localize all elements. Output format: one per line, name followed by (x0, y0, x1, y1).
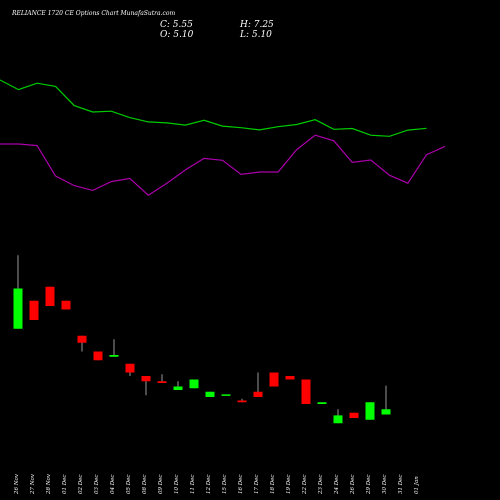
candle-bearish (253, 391, 263, 397)
green-indicator-line (0, 79, 427, 137)
x-tick-label: 04 Dec (110, 475, 116, 495)
x-tick-label: 01 Jan (414, 476, 420, 494)
x-tick-label: 18 Dec (270, 475, 276, 495)
x-tick-label: 11 Dec (190, 475, 196, 495)
candle-bearish (157, 381, 167, 383)
x-tick-label: 10 Dec (174, 475, 180, 495)
indicator-lines (0, 79, 446, 196)
candle-bearish (29, 300, 39, 320)
candle-bearish (269, 372, 279, 387)
candle-bearish (285, 376, 295, 380)
candle-bearish (93, 351, 103, 361)
candle-bearish (61, 300, 71, 310)
x-tick-label: 29 Dec (366, 475, 372, 496)
x-tick-label: 31 Dec (398, 475, 404, 495)
candle-bearish (141, 376, 151, 382)
candle-bearish (301, 379, 311, 404)
candle-bearish (77, 335, 87, 343)
x-tick-label: 02 Dec (78, 475, 84, 495)
candle-bullish (13, 288, 23, 329)
candle-bullish (317, 402, 327, 404)
x-tick-label: 22 Dec (302, 475, 308, 496)
chart-title: RELIANCE 1720 CE Options Chart MunafaSut… (11, 10, 175, 17)
x-tick-label: 23 Dec (318, 475, 324, 496)
x-tick-label: 05 Dec (126, 475, 132, 495)
candles-group (13, 255, 391, 424)
x-tick-label: 09 Dec (158, 475, 164, 495)
ohlc-open: O: 5.10 (160, 30, 194, 40)
candle-bearish (45, 286, 55, 306)
candle-bullish (173, 386, 183, 390)
x-tick-label: 03 Dec (94, 475, 100, 495)
x-tick-label: 19 Dec (286, 475, 292, 495)
candle-bearish (237, 400, 247, 403)
x-tick-label: 28 Nov (46, 473, 52, 495)
x-tick-label: 27 Nov (30, 473, 36, 495)
x-tick-label: 01 Dec (62, 475, 68, 495)
candle-bullish (109, 355, 119, 357)
x-tick-label: 08 Dec (142, 475, 148, 495)
x-tick-label: 30 Dec (382, 475, 388, 495)
candle-bearish (125, 363, 135, 373)
candle-bullish (205, 391, 215, 397)
candle-bullish (333, 415, 343, 424)
candle-bullish (221, 394, 231, 396)
ohlc-high: H: 7.25 (239, 20, 274, 30)
candle-bullish (189, 379, 199, 389)
x-tick-label: 26 Nov (14, 473, 20, 495)
candle-bearish (349, 412, 359, 418)
x-tick-label: 24 Dec (334, 475, 340, 496)
x-tick-label: 12 Dec (206, 475, 212, 495)
x-tick-label: 17 Dec (254, 475, 260, 495)
ohlc-low: L: 5.10 (239, 30, 272, 40)
x-tick-label: 26 Dec (350, 475, 356, 496)
x-axis: 26 Nov 27 Nov 28 Nov 01 Dec 02 Dec 03 Dec 04 D… (14, 473, 420, 495)
x-tick-label: 15 Dec (222, 475, 228, 495)
magenta-indicator-line (0, 134, 446, 196)
candle-bullish (365, 402, 375, 420)
ohlc-close: C: 5.55 (160, 20, 193, 30)
x-tick-label: 16 Dec (238, 475, 244, 495)
candle-bullish (381, 409, 391, 415)
